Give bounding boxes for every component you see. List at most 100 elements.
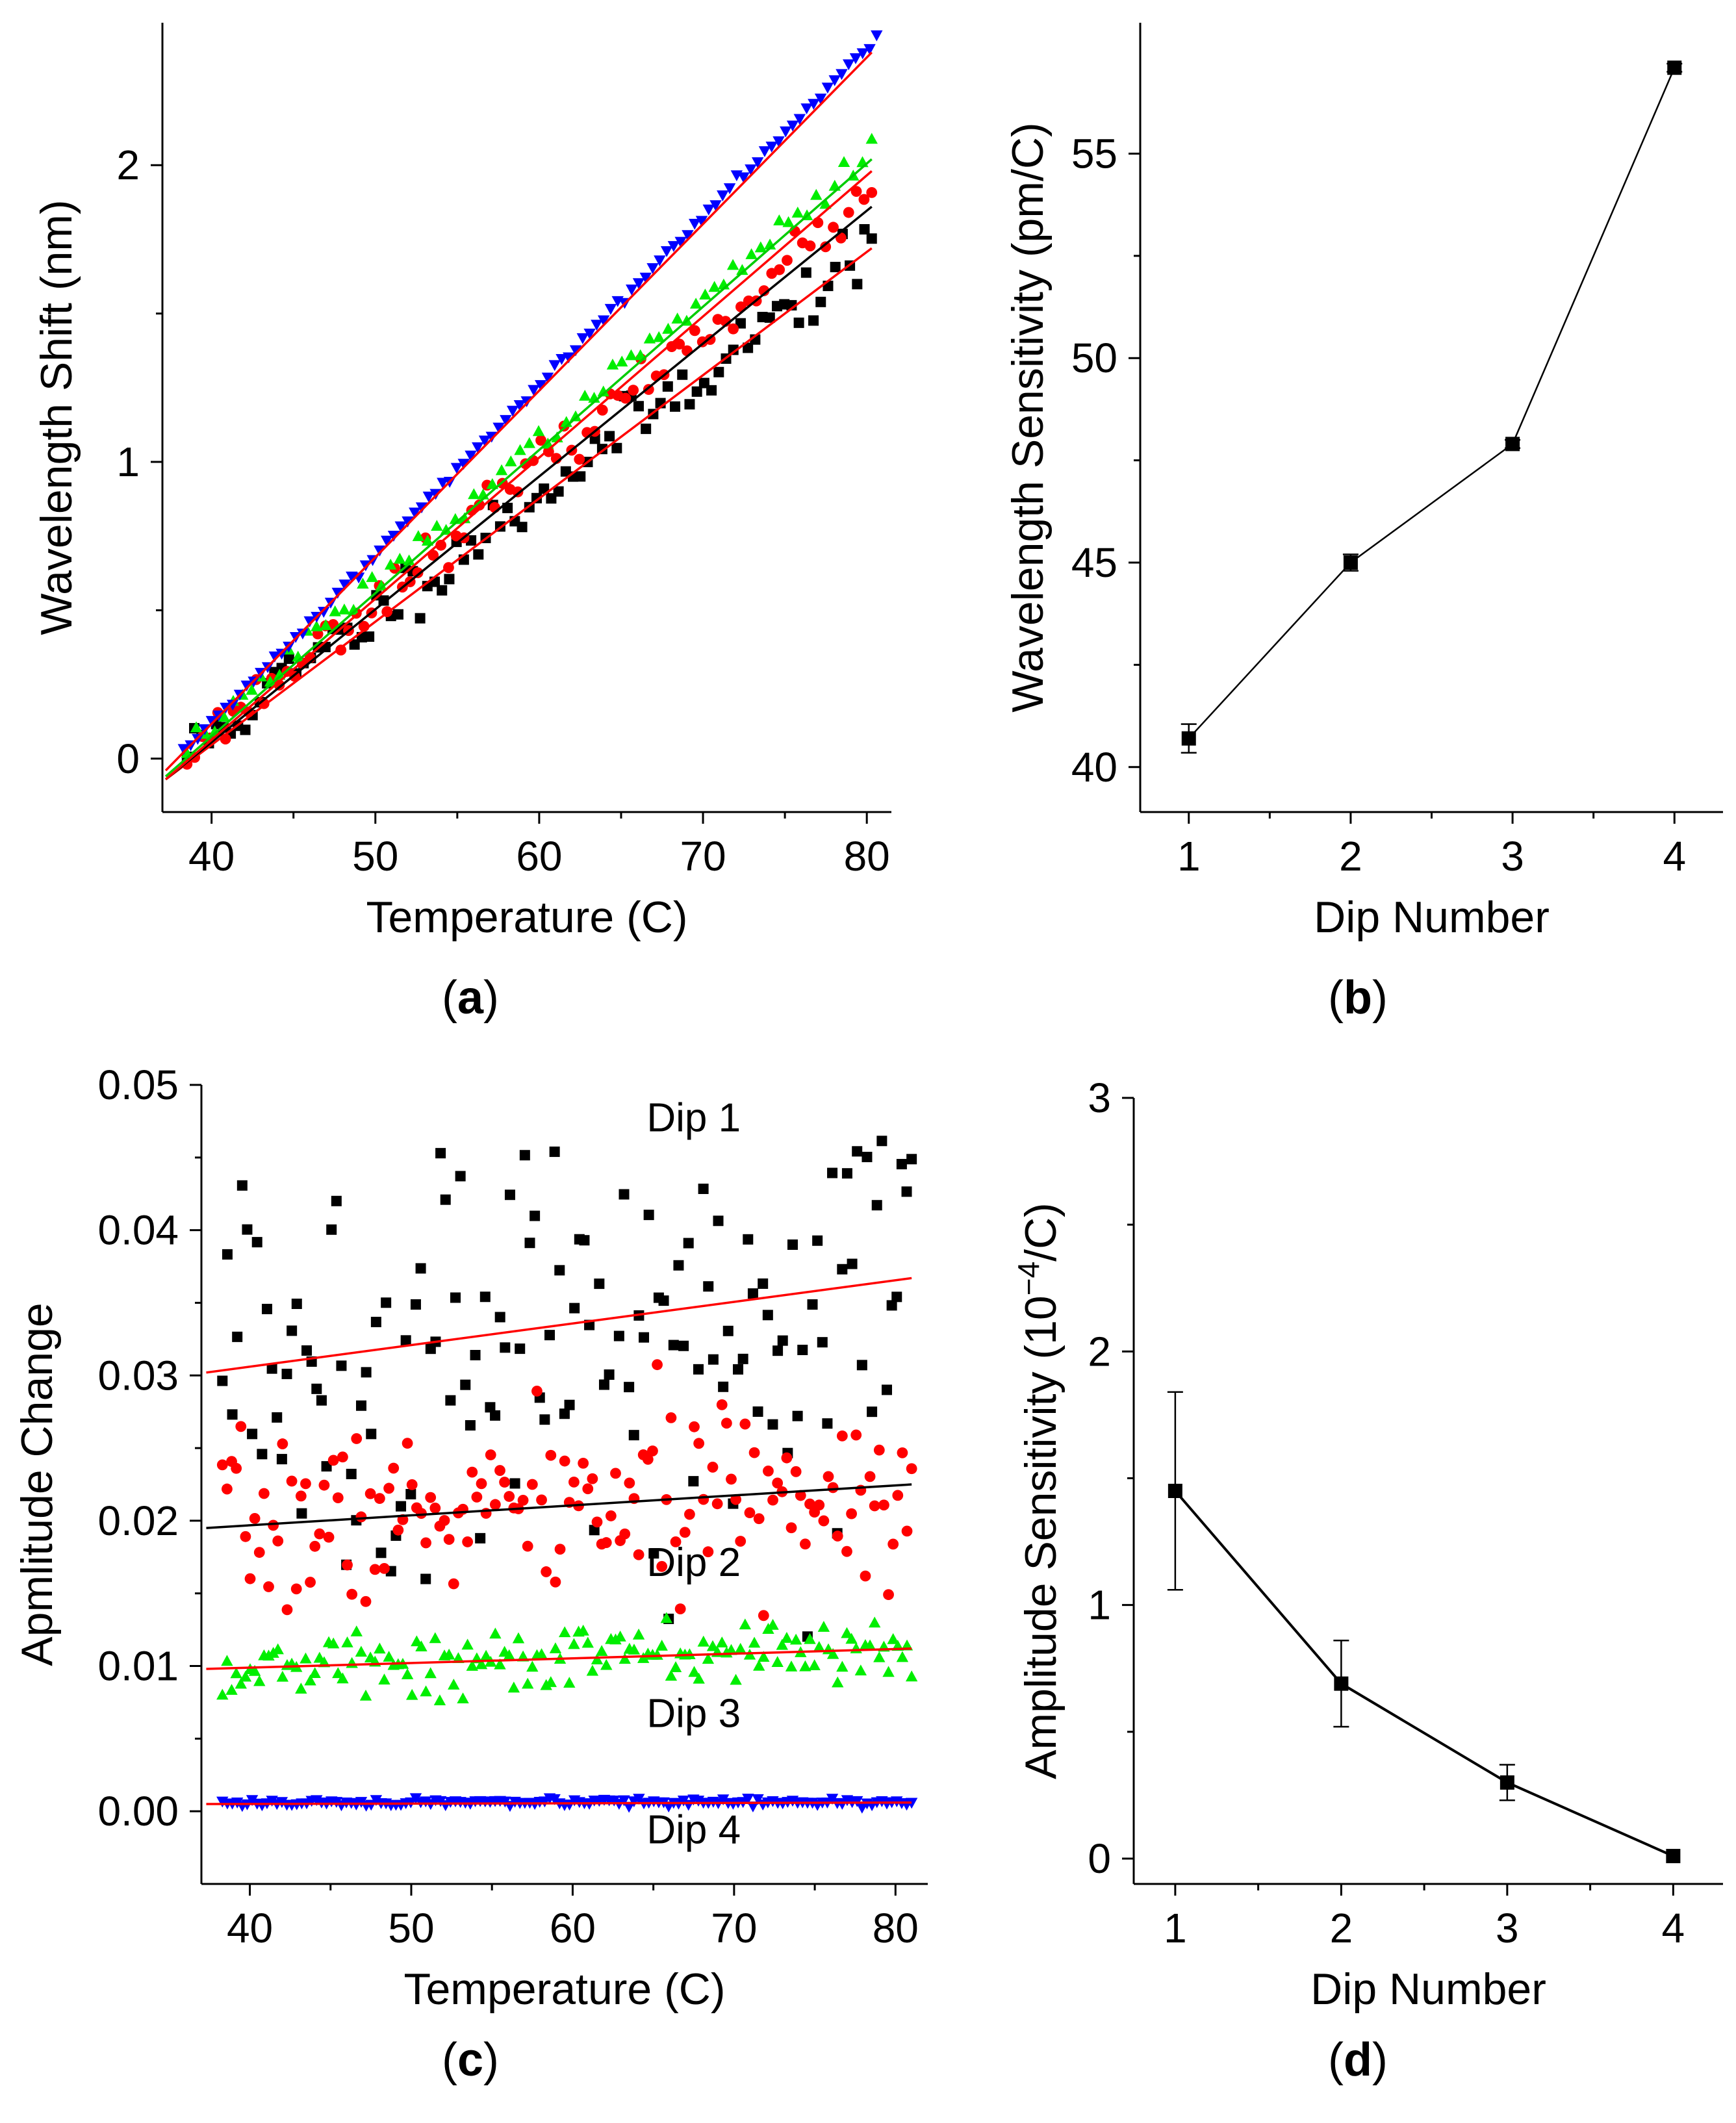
data-point: [669, 1661, 682, 1672]
data-point: [693, 1672, 705, 1684]
data-point: [841, 1627, 853, 1638]
data-point: [257, 1449, 268, 1460]
caption-paren-open: (: [1328, 972, 1344, 1024]
panel-caption: (d): [1328, 2034, 1388, 2086]
data-point: [376, 1547, 387, 1558]
data-point: [745, 248, 758, 259]
data-point: [272, 1643, 284, 1655]
data-point: [752, 1406, 763, 1417]
data-point: [420, 1537, 431, 1549]
data-point: [503, 1649, 515, 1660]
data-point: [440, 1194, 451, 1205]
data-point: [422, 491, 435, 503]
data-point: [274, 668, 286, 680]
data-point: [800, 267, 811, 278]
data-point: [1343, 555, 1358, 570]
data-point: [528, 385, 540, 396]
data-point: [355, 1646, 368, 1657]
data-point: [762, 1310, 773, 1321]
y-axis-label: Amplitude Sensitivity (10−4/C): [1012, 1202, 1066, 1779]
data-point: [435, 539, 447, 551]
data-point: [906, 1154, 917, 1165]
data-point: [412, 530, 425, 541]
data-point: [506, 405, 519, 417]
fit-line: [164, 247, 873, 781]
data-point: [448, 1678, 460, 1690]
data-point: [247, 1429, 258, 1440]
data-point: [863, 1639, 876, 1651]
data-point: [429, 1503, 441, 1514]
data-point: [232, 1331, 243, 1342]
data-point: [747, 1288, 758, 1299]
data-point: [236, 1180, 248, 1191]
data-point: [523, 437, 535, 448]
data-point: [568, 1476, 580, 1488]
data-point: [384, 558, 397, 570]
fit-line: [164, 170, 873, 781]
x-tick-label: 70: [680, 833, 726, 880]
data-point: [901, 1525, 913, 1537]
data-point: [781, 1452, 793, 1464]
x-tick-label: 60: [516, 833, 562, 880]
data-point: [578, 1457, 589, 1469]
data-point: [452, 1652, 465, 1663]
data-point: [374, 1493, 385, 1505]
data-point: [461, 1638, 474, 1650]
data-point: [772, 1345, 784, 1356]
caption-letter: b: [1344, 972, 1372, 1024]
data-point: [443, 1534, 455, 1545]
data-point: [624, 1477, 635, 1489]
data-point: [406, 1688, 418, 1700]
data-point: [240, 680, 253, 692]
data-point: [684, 1508, 695, 1520]
data-point: [457, 1692, 469, 1704]
data-point: [331, 1195, 342, 1206]
data-point: [244, 1573, 256, 1584]
data-point: [268, 651, 281, 663]
data-point: [836, 1430, 848, 1442]
data-point: [620, 392, 632, 404]
data-point: [263, 1581, 274, 1592]
data-point: [495, 464, 508, 476]
data-point: [662, 381, 673, 392]
panel-caption: (c): [442, 2034, 499, 2086]
data-point: [841, 1545, 852, 1557]
data-point: [689, 298, 702, 309]
data-point: [668, 1340, 679, 1351]
data-point: [804, 1633, 816, 1644]
data-point: [402, 1438, 413, 1449]
y-tick-label: 1: [116, 439, 140, 485]
data-point: [235, 1421, 247, 1432]
data-point: [845, 1633, 858, 1644]
x-tick-label: 4: [1662, 1905, 1685, 1951]
data-point: [347, 604, 360, 615]
data-point: [758, 1651, 770, 1662]
data-point: [403, 554, 415, 566]
data-point: [624, 1382, 635, 1393]
data-point: [753, 1659, 765, 1671]
data-point: [728, 344, 739, 355]
data-point: [258, 1488, 270, 1499]
data-point: [656, 1560, 668, 1572]
x-tick-label: 3: [1501, 833, 1524, 880]
data-point: [515, 1343, 526, 1354]
data-point: [574, 453, 585, 465]
data-point: [633, 401, 644, 412]
data-point: [369, 1564, 381, 1575]
data-point: [808, 99, 820, 110]
x-tick-label: 50: [388, 1905, 434, 1951]
data-point: [359, 1689, 372, 1701]
data-point: [633, 1549, 645, 1560]
fit-line: [206, 1647, 912, 1670]
data-point: [619, 1189, 630, 1200]
data-point: [579, 1235, 590, 1246]
data-point: [218, 711, 230, 722]
data-point: [614, 1631, 626, 1642]
data-point: [642, 1453, 654, 1465]
data-point: [380, 535, 393, 547]
data-point: [618, 1795, 630, 1807]
data-point: [670, 1536, 682, 1547]
data-point: [597, 315, 610, 327]
data-point: [272, 1535, 284, 1547]
data-point: [338, 579, 351, 591]
